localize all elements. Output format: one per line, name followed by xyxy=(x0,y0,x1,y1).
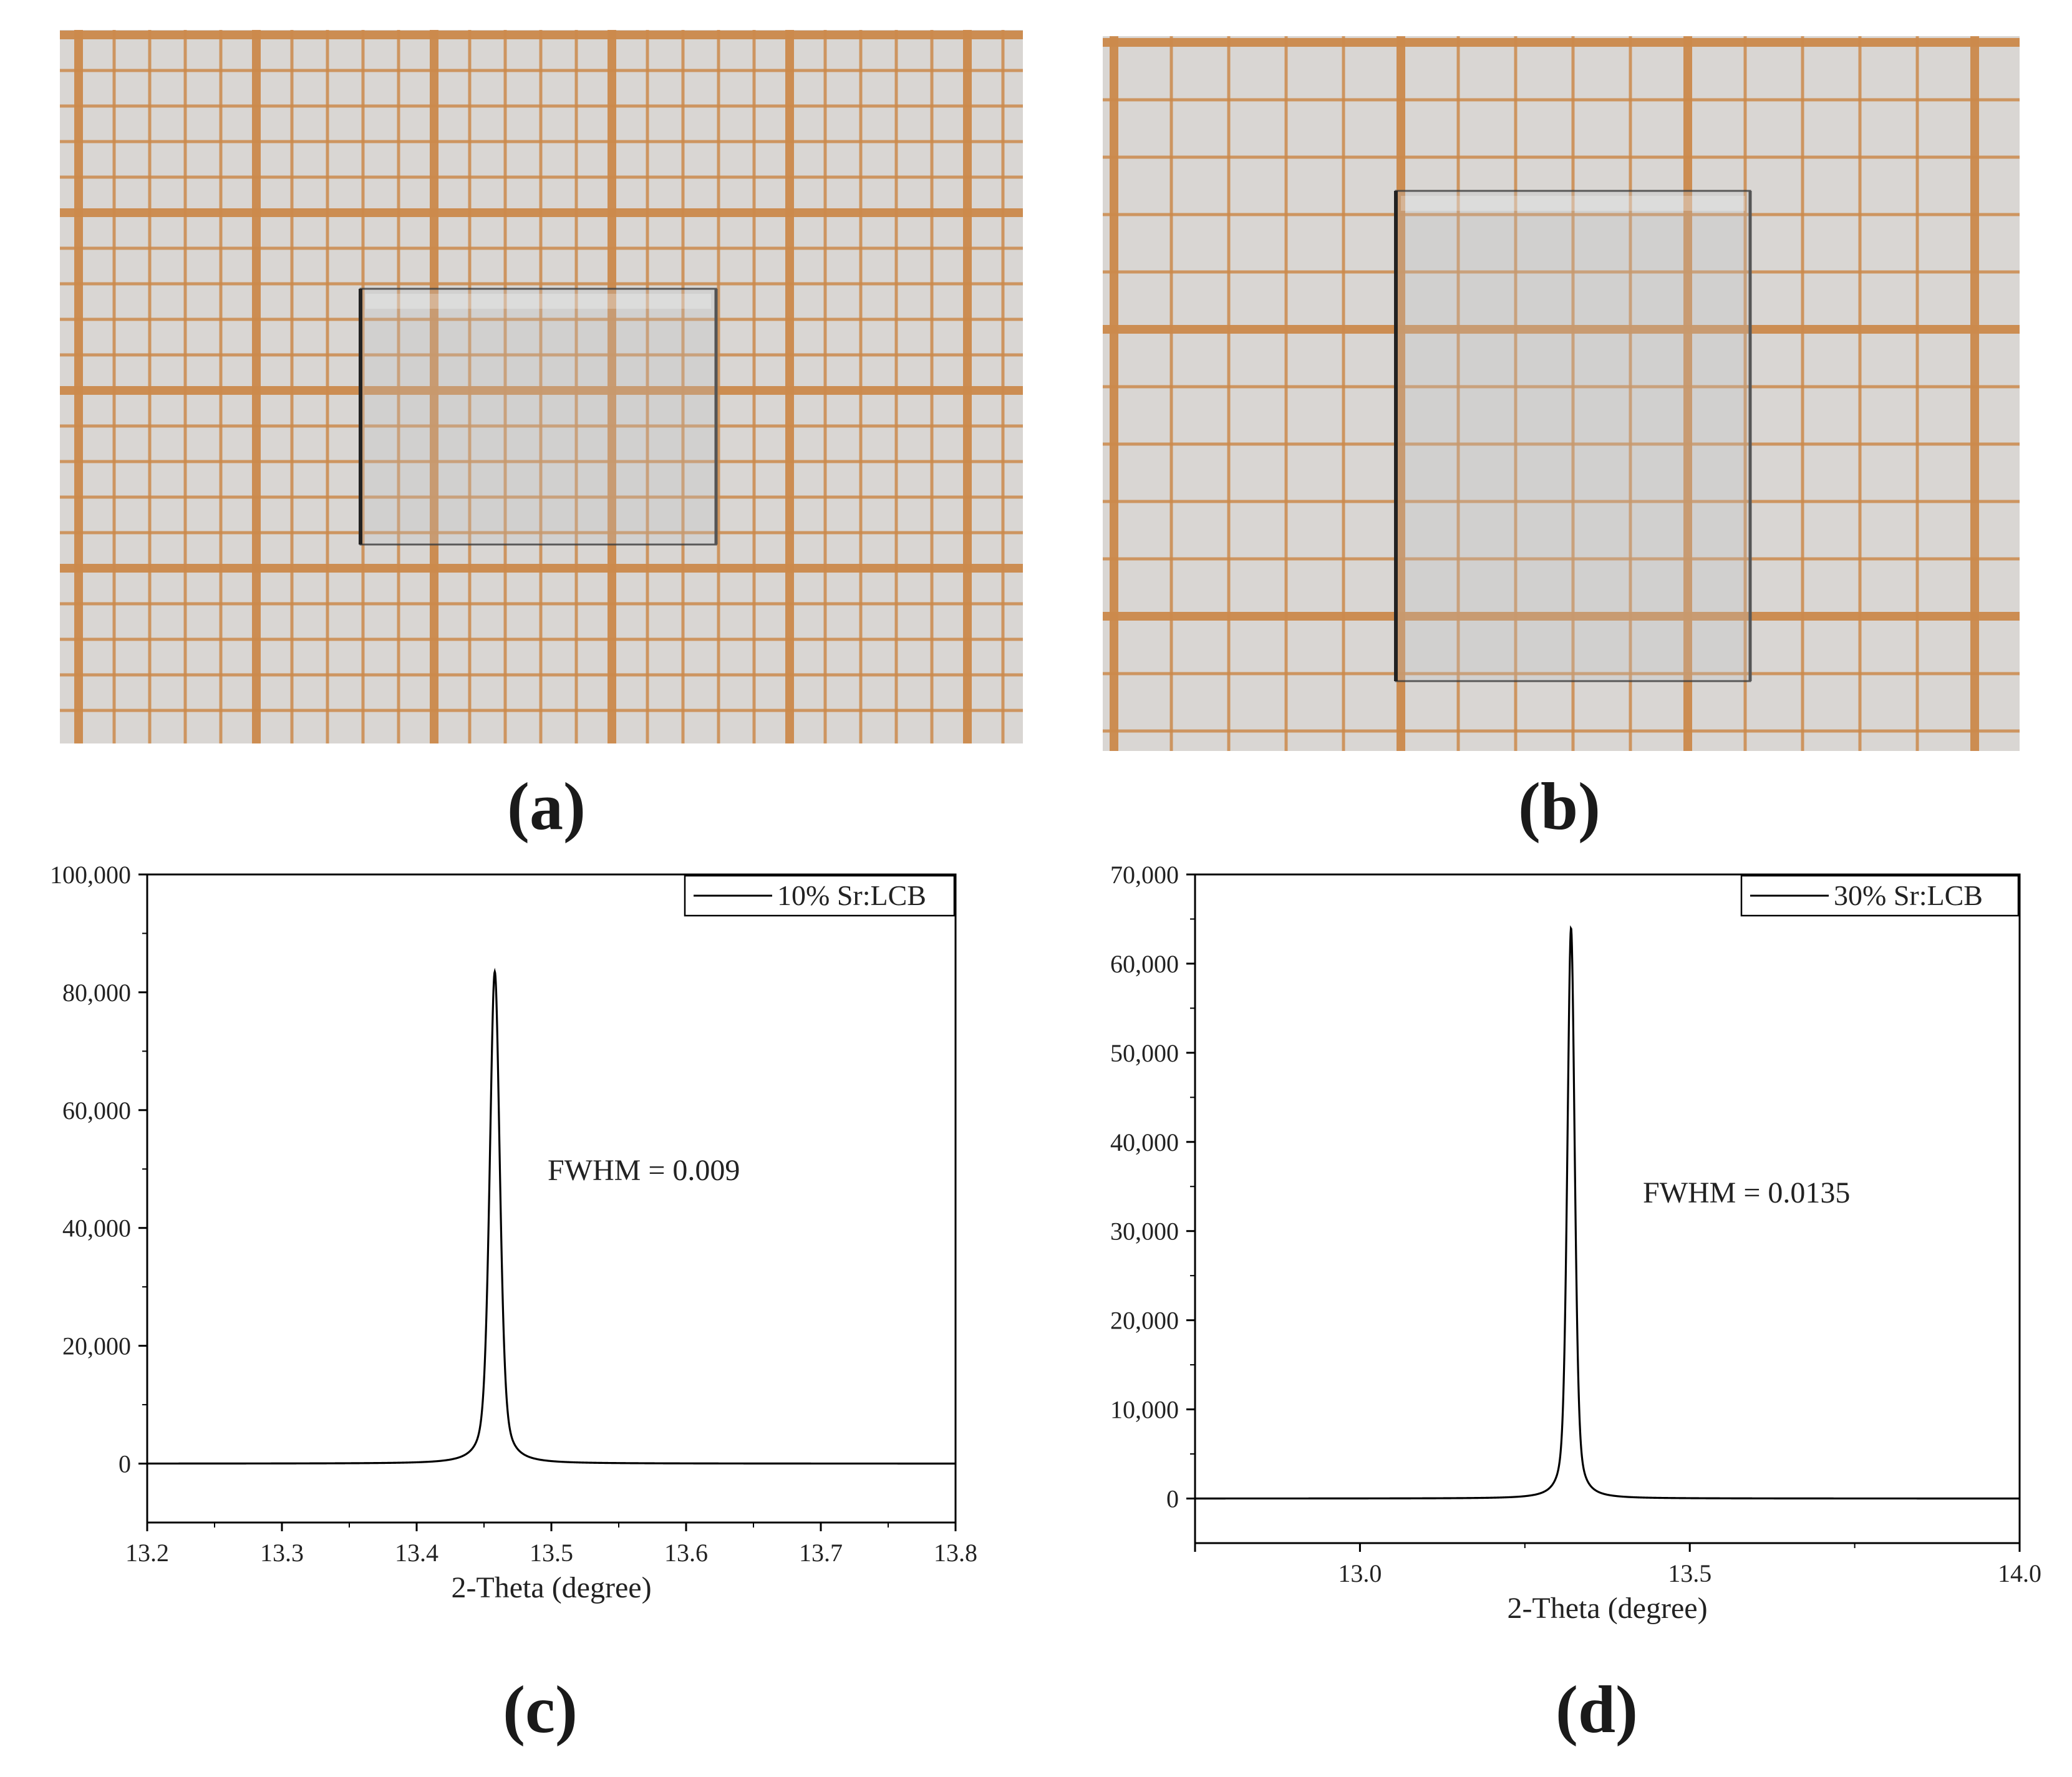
y-tick-label: 60,000 xyxy=(1110,950,1179,978)
x-tick-label: 13.5 xyxy=(1668,1559,1711,1587)
x-tick-label: 13.0 xyxy=(1338,1559,1382,1587)
crystal xyxy=(359,288,718,546)
grid-lines xyxy=(60,30,1023,743)
x-tick-label: 14.0 xyxy=(1998,1559,2041,1587)
chart-0: 0 20,000 40,000 60,000 80,000 100,000 13.2 13.3… xyxy=(50,861,977,1604)
plot-frame xyxy=(146,873,957,1524)
y-tick-label: 50,000 xyxy=(1110,1039,1179,1067)
legend-label: 30% Sr:LCB xyxy=(1834,879,1983,911)
x-tick-label: 13.3 xyxy=(260,1539,304,1567)
y-tick-label: 100,000 xyxy=(50,861,131,889)
panel-label-a: (a) xyxy=(507,770,586,844)
crystal-body xyxy=(361,289,716,545)
crystal-photo-b xyxy=(1103,36,2020,751)
grid-lines xyxy=(1103,36,2020,751)
x-tick-label: 13.7 xyxy=(799,1539,843,1567)
y-tick-label: 30,000 xyxy=(1110,1218,1179,1246)
y-tick-label: 0 xyxy=(1166,1485,1179,1513)
y-tick-label: 40,000 xyxy=(1110,1128,1179,1156)
x-tick-label: 13.2 xyxy=(125,1539,169,1567)
chart-1: 0 10,000 20,000 30,000 40,000 50,000 60,000 70,… xyxy=(1110,861,2041,1625)
series-line xyxy=(147,967,956,1465)
fwhm-annotation: FWHM = 0.0135 xyxy=(1643,1176,1850,1209)
legend-label: 10% Sr:LCB xyxy=(777,879,926,911)
y-tick-label: 60,000 xyxy=(62,1097,131,1125)
fwhm-annotation: FWHM = 0.009 xyxy=(548,1154,740,1187)
crystal-highlight xyxy=(366,294,711,309)
y-tick-label: 10,000 xyxy=(1110,1396,1179,1424)
panel-label-b: (b) xyxy=(1518,770,1600,844)
plot-frame xyxy=(1194,873,2021,1544)
crystal-body xyxy=(1396,191,1750,681)
x-tick-label: 13.5 xyxy=(530,1539,573,1567)
panel-label-d: (d) xyxy=(1556,1673,1638,1747)
paper-background xyxy=(1103,36,2020,751)
x-tick-label: 13.4 xyxy=(395,1539,438,1567)
graph-paper xyxy=(60,30,1023,743)
graph-paper xyxy=(1103,36,2020,751)
y-tick-label: 0 xyxy=(119,1450,131,1478)
crystal xyxy=(1394,190,1752,682)
y-tick-label: 70,000 xyxy=(1110,861,1179,889)
y-tick-label: 20,000 xyxy=(1110,1307,1179,1335)
crystal-photo-a xyxy=(60,30,1023,743)
y-tick-label: 40,000 xyxy=(62,1214,131,1242)
series-line xyxy=(1195,925,2020,1500)
x-axis-label: 2-Theta (degree) xyxy=(1507,1592,1707,1625)
panel-label-c: (c) xyxy=(503,1673,578,1747)
y-tick-label: 20,000 xyxy=(62,1332,131,1360)
x-axis-label: 2-Theta (degree) xyxy=(451,1571,651,1604)
y-tick-label: 80,000 xyxy=(62,979,131,1007)
x-tick-label: 13.8 xyxy=(934,1539,977,1567)
crystal-highlight xyxy=(1401,196,1745,211)
x-tick-label: 13.6 xyxy=(664,1539,708,1567)
